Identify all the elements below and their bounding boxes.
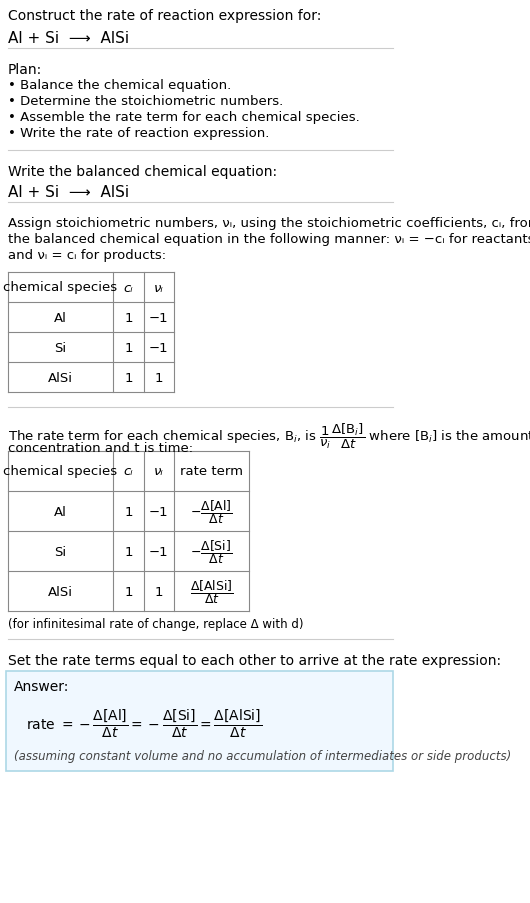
Text: Al + Si  ⟶  AlSi: Al + Si ⟶ AlSi — [7, 31, 129, 46]
Text: Set the rate terms equal to each other to arrive at the rate expression:: Set the rate terms equal to each other t… — [7, 653, 501, 667]
Text: 1: 1 — [124, 505, 132, 518]
Text: rate $= -\dfrac{\Delta[\mathrm{Al}]}{\Delta t} = -\dfrac{\Delta[\mathrm{Si}]}{\D: rate $= -\dfrac{\Delta[\mathrm{Al}]}{\De… — [26, 707, 263, 740]
Text: 1: 1 — [124, 341, 132, 354]
Text: • Balance the chemical equation.: • Balance the chemical equation. — [7, 79, 231, 92]
Text: • Write the rate of reaction expression.: • Write the rate of reaction expression. — [7, 126, 269, 140]
Text: $-\dfrac{\Delta[\mathrm{Si}]}{\Delta t}$: $-\dfrac{\Delta[\mathrm{Si}]}{\Delta t}$ — [190, 537, 233, 565]
Text: Assign stoichiometric numbers, νᵢ, using the stoichiometric coefficients, cᵢ, fr: Assign stoichiometric numbers, νᵢ, using… — [7, 217, 530, 229]
Text: νᵢ: νᵢ — [154, 281, 164, 294]
Text: −1: −1 — [149, 505, 169, 518]
Text: 1: 1 — [124, 585, 132, 598]
Text: Construct the rate of reaction expression for:: Construct the rate of reaction expressio… — [7, 9, 321, 23]
Text: Answer:: Answer: — [14, 679, 69, 694]
Text: The rate term for each chemical species, B$_i$, is $\dfrac{1}{\nu_i}\dfrac{\Delt: The rate term for each chemical species,… — [7, 422, 530, 451]
FancyBboxPatch shape — [6, 671, 393, 771]
Text: Write the balanced chemical equation:: Write the balanced chemical equation: — [7, 165, 277, 179]
Text: (assuming constant volume and no accumulation of intermediates or side products): (assuming constant volume and no accumul… — [14, 749, 511, 762]
Text: AlSi: AlSi — [48, 371, 73, 384]
Text: 1: 1 — [154, 371, 163, 384]
Text: $-\dfrac{\Delta[\mathrm{Al}]}{\Delta t}$: $-\dfrac{\Delta[\mathrm{Al}]}{\Delta t}$ — [190, 498, 233, 526]
Text: chemical species: chemical species — [3, 281, 118, 294]
Text: −1: −1 — [149, 341, 169, 354]
Text: • Determine the stoichiometric numbers.: • Determine the stoichiometric numbers. — [7, 95, 283, 107]
Text: AlSi: AlSi — [48, 585, 73, 598]
Text: 1: 1 — [124, 545, 132, 558]
Text: 1: 1 — [124, 312, 132, 324]
Text: rate term: rate term — [180, 465, 243, 478]
Text: −1: −1 — [149, 545, 169, 558]
Text: cᵢ: cᵢ — [123, 281, 133, 294]
Text: Si: Si — [55, 341, 66, 354]
Text: • Assemble the rate term for each chemical species.: • Assemble the rate term for each chemic… — [7, 111, 359, 124]
Text: Plan:: Plan: — [7, 63, 42, 77]
Text: −1: −1 — [149, 312, 169, 324]
Text: (for infinitesimal rate of change, replace Δ with d): (for infinitesimal rate of change, repla… — [7, 618, 303, 630]
Text: 1: 1 — [154, 585, 163, 598]
Text: concentration and t is time:: concentration and t is time: — [7, 442, 193, 454]
Text: Si: Si — [55, 545, 66, 558]
Text: Al: Al — [54, 505, 67, 518]
Text: chemical species: chemical species — [3, 465, 118, 478]
Text: the balanced chemical equation in the following manner: νᵢ = −cᵢ for reactants: the balanced chemical equation in the fo… — [7, 233, 530, 246]
Text: and νᵢ = cᵢ for products:: and νᵢ = cᵢ for products: — [7, 248, 166, 262]
Text: νᵢ: νᵢ — [154, 465, 164, 478]
Text: $\dfrac{\Delta[\mathrm{AlSi}]}{\Delta t}$: $\dfrac{\Delta[\mathrm{AlSi}]}{\Delta t}… — [190, 577, 233, 605]
Text: cᵢ: cᵢ — [123, 465, 133, 478]
Text: 1: 1 — [124, 371, 132, 384]
Text: Al + Si  ⟶  AlSi: Al + Si ⟶ AlSi — [7, 185, 129, 200]
Text: Al: Al — [54, 312, 67, 324]
